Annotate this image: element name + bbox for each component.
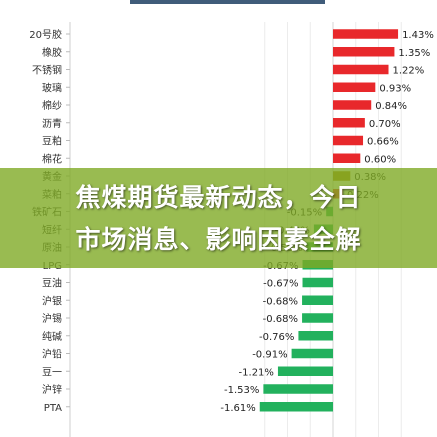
data-label: 0.84% [375,101,407,112]
bar [333,64,389,75]
data-label: -1.61% [220,403,255,414]
headline-banner [0,168,437,268]
data-label: 0.93% [379,83,411,94]
category-label: 棉纱 [42,99,62,112]
bar [277,366,333,376]
bar [298,331,333,341]
category-label: 豆油 [42,277,62,290]
category-label: 豆一 [42,366,62,378]
category-label: PTA [44,403,62,414]
category-label: 豆粕 [42,135,62,148]
data-label: -0.68% [263,314,298,325]
category-label: 纯碱 [42,330,62,343]
bar [333,47,395,57]
category-label: 沪铅 [42,348,62,361]
data-label: -0.68% [263,296,298,307]
data-label: 0.60% [364,154,396,165]
bar [333,100,372,110]
data-label: 0.66% [367,137,399,148]
category-label: 棉花 [42,152,62,165]
bar [302,277,333,288]
data-label: 1.22% [393,66,425,77]
data-label: 1.43% [402,30,434,41]
bar [259,402,333,412]
bar [263,384,333,394]
data-label: 0.70% [369,119,401,130]
bar [333,82,376,92]
data-label: -0.91% [252,350,287,361]
category-label: 沪锌 [42,383,62,396]
category-label: 沪锡 [42,312,62,325]
data-label: -0.67% [263,279,298,290]
category-label: 不锈钢 [32,64,62,77]
headline-line-2: 市场消息、影响因素全解 [75,225,362,254]
data-label: -1.21% [239,367,274,378]
headline-line-1: 焦煤期货最新动态，今日 [75,183,362,212]
bar [333,135,364,146]
data-label: 1.35% [398,48,430,59]
category-label: 玻璃 [42,81,62,94]
bar [333,153,361,163]
category-label: 沪银 [42,294,62,307]
category-label: 20号胶 [29,28,62,41]
bar [333,118,365,128]
bar [333,29,399,39]
category-label: 橡胶 [42,46,62,59]
bar [291,348,333,359]
data-label: -0.76% [259,332,294,343]
data-label: -1.53% [224,385,259,396]
bar [302,295,333,305]
title-remnant [130,0,325,4]
bar [302,313,333,323]
category-label: 沥青 [42,117,62,130]
